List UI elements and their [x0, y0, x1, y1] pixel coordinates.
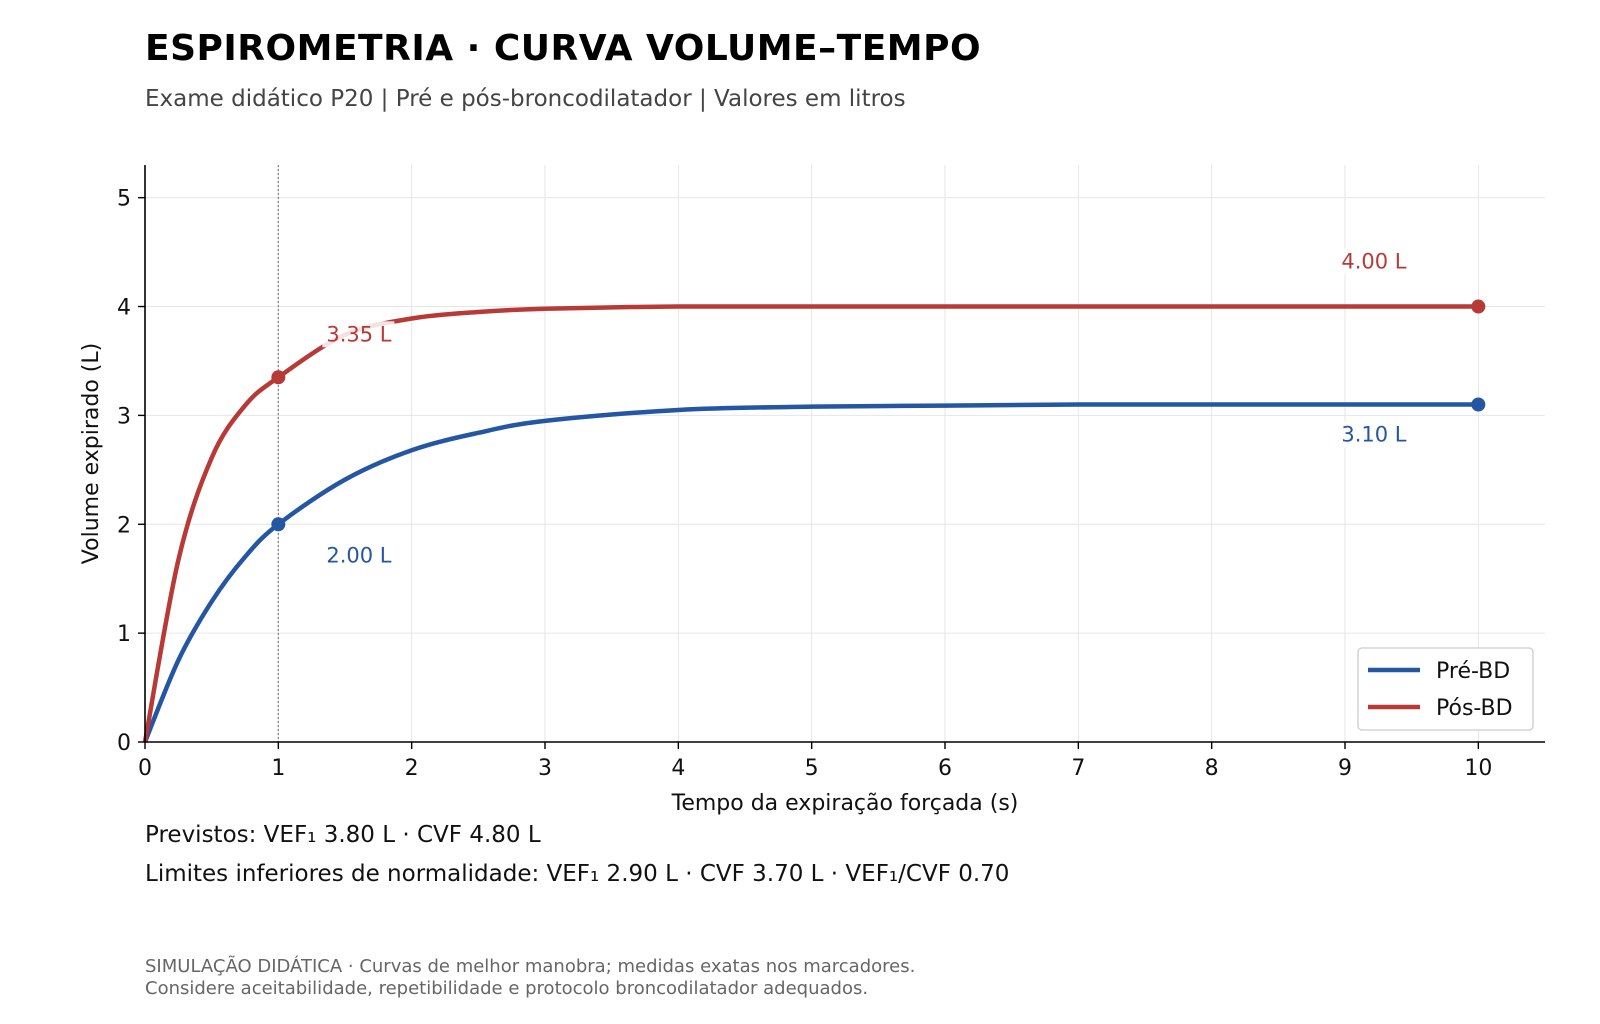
data-marker	[1471, 299, 1486, 314]
lower-limits-of-normal: Limites inferiores de normalidade: VEF₁ …	[145, 861, 1010, 887]
y-tick-label: 5	[117, 187, 131, 212]
data-label: 2.00 L	[326, 543, 391, 567]
series-line-pos-bd	[142, 304, 1479, 743]
footnote-line-1: SIMULAÇÃO DIDÁTICA · Curvas de melhor ma…	[145, 956, 916, 977]
axes: 0 1 2 3 4 5 6 7 8 9 10 0 1 2 3 4 5 Tempo da expiração for…	[79, 165, 1545, 816]
legend: Pré-BD Pós-BD	[1357, 647, 1534, 731]
x-tick-label: 4	[671, 756, 685, 781]
data-marker	[271, 370, 286, 385]
x-axis-label: Tempo da expiração forçada (s)	[671, 791, 1019, 816]
x-tick-label: 5	[805, 756, 819, 781]
x-tick-label: 6	[938, 756, 952, 781]
legend-label: Pré-BD	[1436, 659, 1510, 684]
y-tick-label: 2	[117, 513, 131, 538]
data-marker	[1471, 397, 1486, 412]
data-label-background	[322, 542, 395, 569]
y-tick-label: 4	[117, 296, 131, 321]
data-label-background	[322, 321, 395, 348]
chart-subtitle: Exame didático P20 | Pré e pós-broncodil…	[145, 86, 906, 112]
y-tick-label: 1	[117, 622, 131, 647]
data-marker	[271, 517, 286, 532]
x-tick-label: 10	[1464, 756, 1492, 781]
chart-title: ESPIROMETRIA · CURVA VOLUME–TEMPO	[145, 28, 982, 69]
data-label: 4.00 L	[1341, 250, 1406, 274]
data-label-background	[1337, 248, 1410, 275]
x-tick-label: 1	[271, 756, 285, 781]
x-tick-label: 7	[1071, 756, 1085, 781]
grid	[144, 165, 1545, 743]
x-tick-label: 0	[138, 756, 152, 781]
y-tick-label: 3	[117, 404, 131, 429]
x-tick-label: 9	[1338, 756, 1352, 781]
predicted-values: Previstos: VEF₁ 3.80 L · CVF 4.80 L	[145, 822, 541, 848]
x-tick-label: 8	[1205, 756, 1219, 781]
legend-label: Pós-BD	[1436, 696, 1513, 721]
data-label-background	[1337, 421, 1410, 448]
x-tick-label: 2	[405, 756, 419, 781]
data-label: 3.10 L	[1341, 423, 1406, 447]
data-label: 3.35 L	[326, 322, 391, 346]
y-axis-label: Volume expirado (L)	[79, 343, 104, 564]
series-layer: 2.00 L 3.10 L 3.35 L 4.00 L	[142, 248, 1486, 743]
footnote-line-2: Considere aceitabilidade, repetibilidade…	[145, 978, 869, 999]
series-line-pre-bd	[142, 402, 1479, 743]
x-tick-label: 3	[538, 756, 552, 781]
y-tick-label: 0	[117, 731, 131, 756]
